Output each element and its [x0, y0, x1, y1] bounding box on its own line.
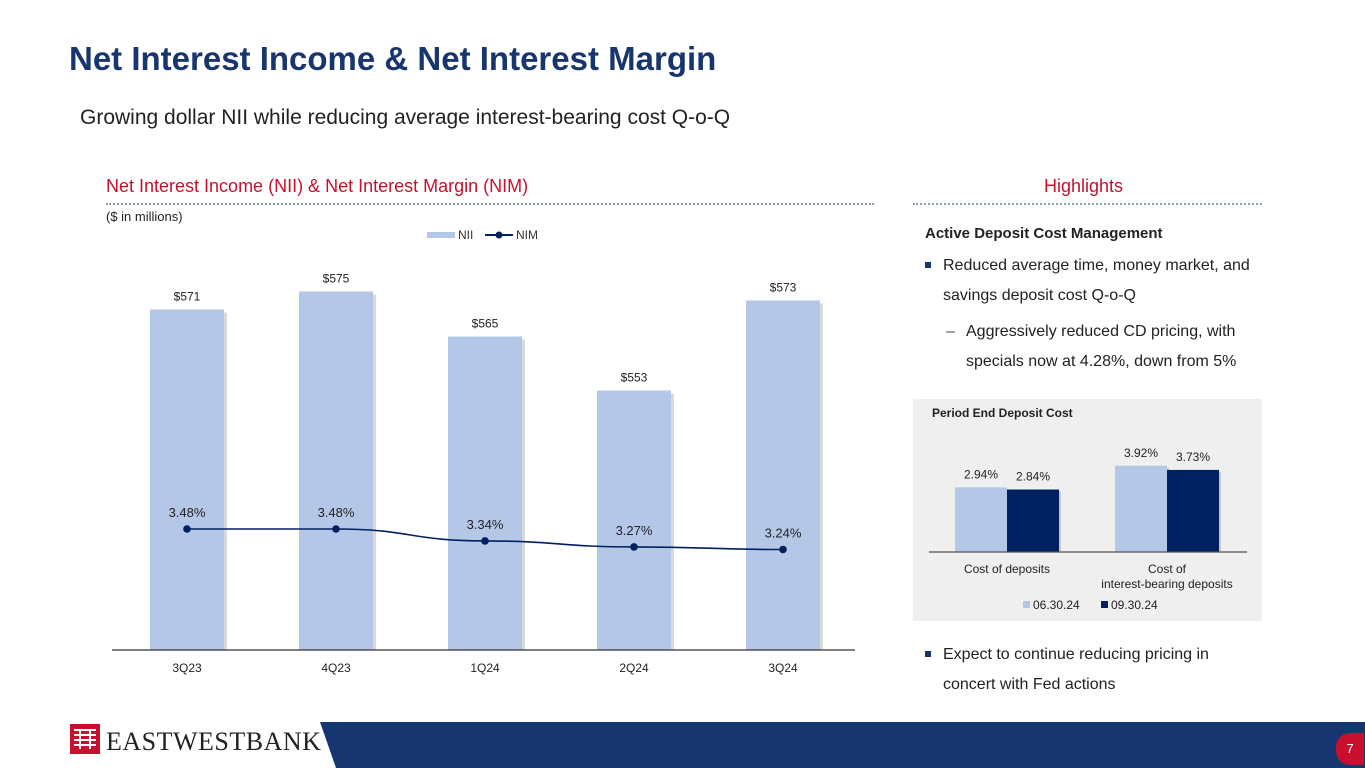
legend-label-nii: NII: [458, 228, 473, 242]
inset-x-tick-label: Cost of deposits: [964, 562, 1050, 576]
deposit-cost-bar: [1007, 489, 1059, 552]
units-note: ($ in millions): [106, 209, 183, 224]
legend-label-0630: 06.30.24: [1033, 598, 1080, 612]
highlights-divider: [913, 203, 1262, 205]
nii-bar-label: $553: [621, 371, 648, 385]
bullet-text: Expect to continue reducing pricing in c…: [943, 646, 1209, 693]
page-title: Net Interest Income & Net Interest Margi…: [69, 40, 717, 77]
sub-bullet-cd-pricing: – Aggressively reduced CD pricing, with …: [946, 317, 1266, 377]
highlights-header: Highlights: [1044, 176, 1124, 196]
nii-nim-chart: NII NIM $571 3Q23 $575 4Q23 $565 1Q24 $553 2Q24 $5…: [112, 228, 855, 675]
deposit-cost-label: 3.73%: [1176, 450, 1210, 464]
legend-label-0930: 09.30.24: [1111, 598, 1158, 612]
page-subtitle: Growing dollar NII while reducing averag…: [80, 106, 731, 129]
nim-point: [630, 543, 638, 551]
bullet-square-icon: [925, 651, 931, 657]
legend-marker-nim: [495, 231, 503, 239]
deposit-cost-bar: [1167, 469, 1219, 552]
nii-bar: [746, 300, 820, 650]
legend-swatch-nii: [427, 232, 455, 238]
x-tick-label: 1Q24: [470, 661, 500, 675]
nim-point: [332, 525, 340, 533]
deposit-cost-bar: [955, 487, 1007, 552]
deposit-cost-panel: Period End Deposit Cost 2.94% 2.84% 3.92% 3.…: [913, 399, 1262, 621]
highlight-title: Active Deposit Cost Management: [925, 225, 1163, 242]
bullet-text: Reduced average time, money market, and …: [943, 257, 1250, 304]
bullet-fed-actions: Expect to continue reducing pricing in c…: [925, 640, 1265, 700]
x-tick-label: 2Q24: [619, 661, 649, 675]
tick-line: Cost of: [1148, 562, 1187, 576]
tick-line: interest-bearing deposits: [1101, 577, 1232, 591]
nii-bar-label: $575: [323, 272, 350, 286]
nim-label: 3.34%: [467, 517, 504, 532]
bullet-square-icon: [925, 262, 931, 268]
nii-bar: [597, 390, 671, 650]
nim-point: [183, 525, 191, 533]
nim-point: [481, 537, 489, 545]
bank-logo-icon: [70, 724, 100, 754]
inset-x-tick-label: Cost of interest-bearing deposits: [1101, 562, 1232, 591]
legend-label-nim: NIM: [516, 228, 538, 242]
nim-label: 3.24%: [765, 525, 802, 540]
x-tick-label: 3Q24: [768, 661, 798, 675]
nim-label: 3.48%: [169, 505, 206, 520]
chart-legend: NII NIM: [427, 228, 538, 242]
deposit-cost-bar: [1115, 465, 1167, 552]
x-tick-label: 4Q23: [321, 661, 351, 675]
bullet-deposit-cost: Reduced average time, money market, and …: [925, 251, 1265, 311]
dash-icon: –: [946, 323, 955, 340]
footer: [0, 722, 1365, 768]
deposit-cost-label: 2.84%: [1016, 470, 1050, 484]
legend-swatch-0630: [1023, 601, 1030, 608]
x-tick-label: 3Q23: [172, 661, 202, 675]
nii-bar: [150, 309, 224, 650]
deposit-cost-label: 3.92%: [1124, 446, 1158, 460]
sub-bullet-text: Aggressively reduced CD pricing, with sp…: [966, 323, 1237, 370]
deposit-cost-chart: Period End Deposit Cost 2.94% 2.84% 3.92% 3.…: [929, 406, 1247, 612]
legend-swatch-0930: [1101, 601, 1108, 608]
page-number: 7: [1336, 733, 1364, 765]
nii-bar: [448, 336, 522, 650]
nii-bar: [299, 291, 373, 650]
nii-bar-label: $565: [472, 317, 499, 331]
inset-chart-title: Period End Deposit Cost: [932, 406, 1073, 420]
nii-section-header: Net Interest Income (NII) & Net Interest…: [106, 176, 529, 196]
nii-bar-label: $571: [174, 290, 201, 304]
nim-label: 3.27%: [616, 523, 653, 538]
nii-section-divider: [106, 203, 874, 205]
bank-logo-text: EASTWESTBANK: [106, 727, 322, 756]
nii-bar-label: $573: [770, 281, 797, 295]
footer-band: [320, 722, 1365, 768]
deposit-cost-label: 2.94%: [964, 467, 998, 481]
nim-point: [779, 545, 787, 554]
nim-label: 3.48%: [318, 505, 355, 520]
